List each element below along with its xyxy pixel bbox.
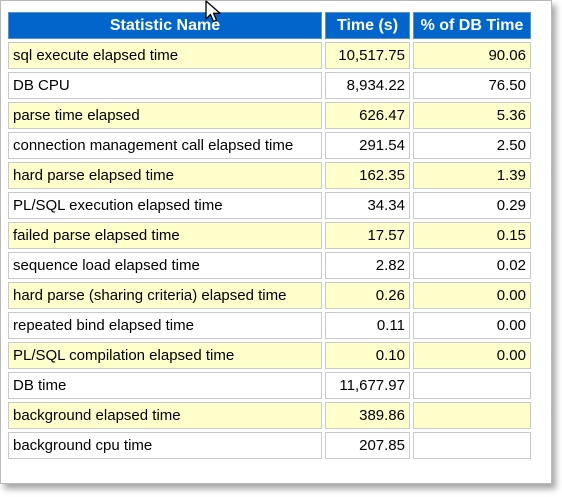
statistic-name-cell: PL/SQL compilation elapsed time bbox=[8, 342, 322, 369]
time-cell: 11,677.97 bbox=[325, 372, 410, 399]
pct-db-time-cell: 90.06 bbox=[413, 42, 531, 69]
pct-db-time-cell bbox=[413, 372, 531, 399]
pct-db-time-cell bbox=[413, 432, 531, 459]
column-header-time[interactable]: Time (s) bbox=[325, 12, 410, 39]
time-cell: 8,934.22 bbox=[325, 72, 410, 99]
pct-db-time-cell: 76.50 bbox=[413, 72, 531, 99]
statistic-name-cell: sql execute elapsed time bbox=[8, 42, 322, 69]
pct-db-time-cell: 0.00 bbox=[413, 342, 531, 369]
table-row: DB time 11,677.97 bbox=[8, 372, 531, 399]
statistic-name-cell: background elapsed time bbox=[8, 402, 322, 429]
pct-db-time-cell: 5.36 bbox=[413, 102, 531, 129]
statistic-name-cell: hard parse (sharing criteria) elapsed ti… bbox=[8, 282, 322, 309]
screenshot-frame: Statistic Name Time (s) % of DB Time sql… bbox=[0, 0, 552, 484]
statistic-name-cell: DB time bbox=[8, 372, 322, 399]
time-cell: 0.10 bbox=[325, 342, 410, 369]
table-row: hard parse elapsed time 162.35 1.39 bbox=[8, 162, 531, 189]
table-row: DB CPU 8,934.22 76.50 bbox=[8, 72, 531, 99]
table-row: hard parse (sharing criteria) elapsed ti… bbox=[8, 282, 531, 309]
table-row: background cpu time 207.85 bbox=[8, 432, 531, 459]
statistic-name-cell: sequence load elapsed time bbox=[8, 252, 322, 279]
column-header-statistic-name[interactable]: Statistic Name bbox=[8, 12, 322, 39]
statistic-name-cell: repeated bind elapsed time bbox=[8, 312, 322, 339]
table-row: PL/SQL compilation elapsed time 0.10 0.0… bbox=[8, 342, 531, 369]
column-header-pct-db-time[interactable]: % of DB Time bbox=[413, 12, 531, 39]
time-cell: 10,517.75 bbox=[325, 42, 410, 69]
statistic-name-cell: background cpu time bbox=[8, 432, 322, 459]
pct-db-time-cell: 0.00 bbox=[413, 312, 531, 339]
pct-db-time-cell: 0.00 bbox=[413, 282, 531, 309]
pct-db-time-cell: 0.02 bbox=[413, 252, 531, 279]
pct-db-time-cell: 1.39 bbox=[413, 162, 531, 189]
time-cell: 626.47 bbox=[325, 102, 410, 129]
pct-db-time-cell: 2.50 bbox=[413, 132, 531, 159]
time-cell: 0.11 bbox=[325, 312, 410, 339]
time-cell: 34.34 bbox=[325, 192, 410, 219]
statistic-name-cell: failed parse elapsed time bbox=[8, 222, 322, 249]
statistic-name-cell: parse time elapsed bbox=[8, 102, 322, 129]
mouse-pointer-icon bbox=[205, 0, 221, 23]
table-row: sequence load elapsed time 2.82 0.02 bbox=[8, 252, 531, 279]
time-cell: 291.54 bbox=[325, 132, 410, 159]
table-row: background elapsed time 389.86 bbox=[8, 402, 531, 429]
statistic-name-cell: PL/SQL execution elapsed time bbox=[8, 192, 322, 219]
time-cell: 389.86 bbox=[325, 402, 410, 429]
table-row: parse time elapsed 626.47 5.36 bbox=[8, 102, 531, 129]
pct-db-time-cell: 0.15 bbox=[413, 222, 531, 249]
time-cell: 17.57 bbox=[325, 222, 410, 249]
pct-db-time-cell bbox=[413, 402, 531, 429]
table-row: failed parse elapsed time 17.57 0.15 bbox=[8, 222, 531, 249]
statistic-name-cell: hard parse elapsed time bbox=[8, 162, 322, 189]
table-row: PL/SQL execution elapsed time 34.34 0.29 bbox=[8, 192, 531, 219]
statistic-name-cell: connection management call elapsed time bbox=[8, 132, 322, 159]
time-model-statistics-table: Statistic Name Time (s) % of DB Time sql… bbox=[5, 9, 534, 462]
time-cell: 162.35 bbox=[325, 162, 410, 189]
time-cell: 0.26 bbox=[325, 282, 410, 309]
table-row: connection management call elapsed time … bbox=[8, 132, 531, 159]
time-cell: 2.82 bbox=[325, 252, 410, 279]
time-cell: 207.85 bbox=[325, 432, 410, 459]
table-row: sql execute elapsed time 10,517.75 90.06 bbox=[8, 42, 531, 69]
pct-db-time-cell: 0.29 bbox=[413, 192, 531, 219]
table-row: repeated bind elapsed time 0.11 0.00 bbox=[8, 312, 531, 339]
table-header-row: Statistic Name Time (s) % of DB Time bbox=[8, 12, 531, 39]
statistic-name-cell: DB CPU bbox=[8, 72, 322, 99]
